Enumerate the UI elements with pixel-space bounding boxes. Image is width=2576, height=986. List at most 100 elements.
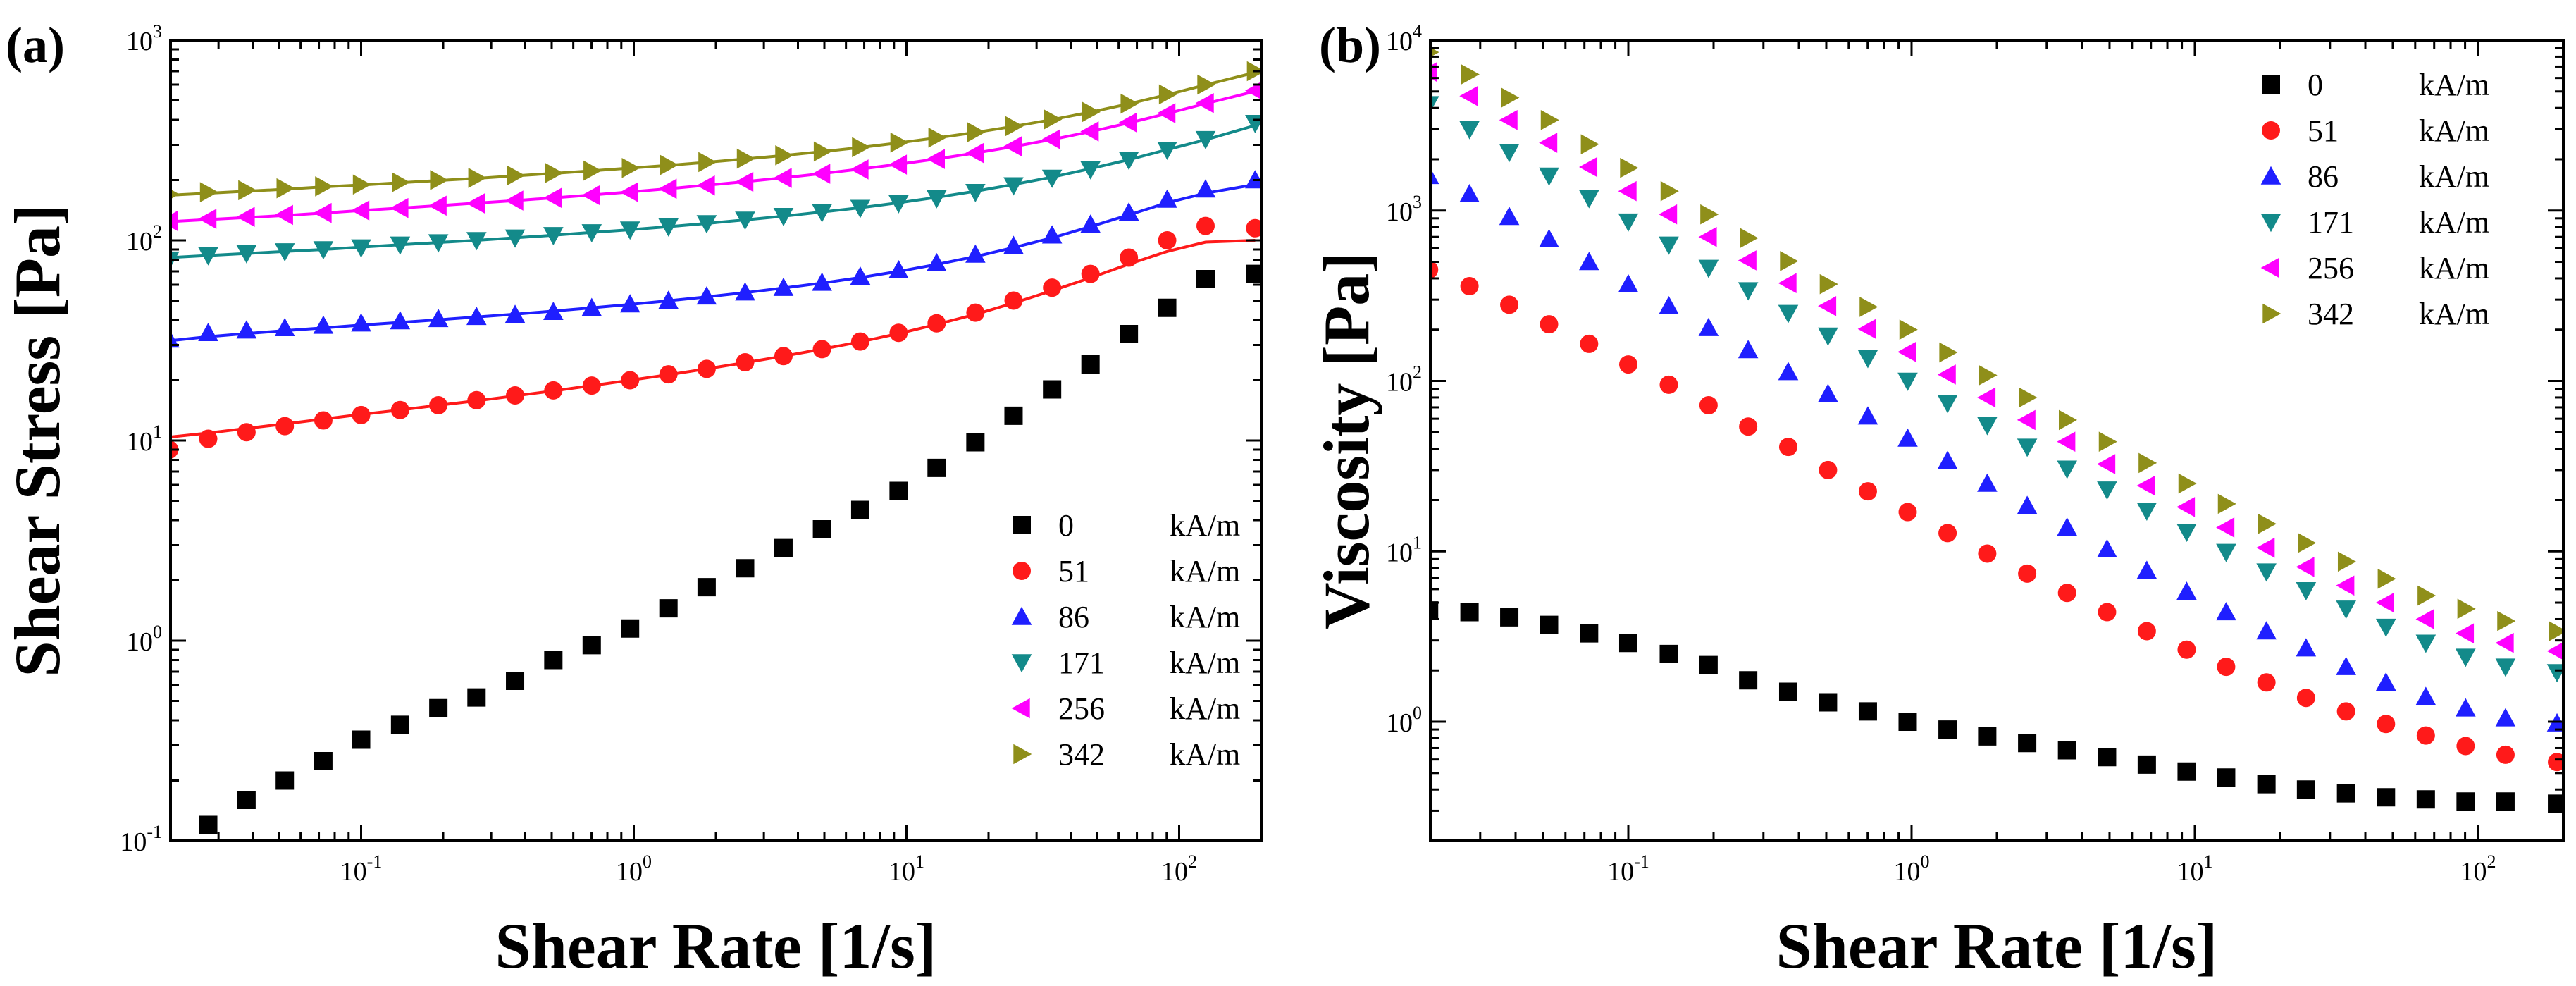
data-point bbox=[1195, 179, 1216, 198]
legend-value: 0 bbox=[1058, 508, 1074, 543]
y-tick-label-base: 10 bbox=[1386, 708, 1413, 738]
y-tick-label-exponent: 0 bbox=[1413, 703, 1422, 723]
data-point bbox=[171, 331, 180, 348]
data-point bbox=[1979, 365, 1998, 386]
data-point bbox=[2296, 581, 2317, 600]
data-point bbox=[2057, 741, 2076, 760]
legend-value: 86 bbox=[2308, 159, 2339, 194]
data-point bbox=[1859, 297, 1878, 317]
data-point bbox=[926, 252, 947, 271]
data-point bbox=[1937, 364, 1956, 385]
data-point bbox=[428, 195, 447, 216]
data-point bbox=[1081, 264, 1100, 283]
legend-unit: kA/m bbox=[1170, 646, 1240, 680]
data-point bbox=[1120, 93, 1139, 114]
legend-value: 171 bbox=[1058, 646, 1105, 680]
data-point bbox=[1739, 671, 1758, 690]
data-point bbox=[1157, 103, 1176, 123]
y-tick-label: 100 bbox=[1386, 703, 1422, 738]
data-point bbox=[313, 202, 332, 223]
y-tick-label: 103 bbox=[1386, 192, 1422, 227]
data-point bbox=[621, 619, 640, 638]
legend-unit: kA/m bbox=[2419, 205, 2489, 240]
y-tick-label: 100 bbox=[126, 622, 162, 657]
data-point bbox=[621, 371, 640, 390]
data-point bbox=[659, 599, 678, 618]
data-point bbox=[696, 286, 717, 305]
data-point bbox=[1041, 225, 1063, 244]
data-point bbox=[466, 232, 487, 251]
data-point bbox=[2176, 497, 2196, 517]
data-point bbox=[850, 159, 869, 180]
y-tick-label-base: 10 bbox=[120, 827, 147, 857]
data-point bbox=[736, 148, 755, 169]
data-point bbox=[352, 174, 371, 195]
data-point bbox=[543, 227, 564, 246]
data-point bbox=[1499, 207, 1520, 226]
data-point bbox=[428, 309, 449, 328]
data-point bbox=[1430, 47, 1439, 57]
panel-a-legend: 0 kA/m 51 kA/m 86 kA/m 171 kA/m 256 kA/m 342 kA/m bbox=[1011, 508, 1240, 772]
data-point bbox=[1618, 355, 1637, 374]
data-point bbox=[582, 376, 601, 395]
data-point bbox=[237, 423, 256, 442]
x-tick-label: 10-1 bbox=[340, 851, 383, 887]
data-point bbox=[2098, 603, 2117, 622]
data-point bbox=[1539, 133, 1558, 153]
legend-entry: 256 kA/m bbox=[1011, 691, 1240, 726]
data-point bbox=[1659, 236, 1679, 255]
data-point bbox=[2548, 794, 2563, 813]
data-point bbox=[275, 771, 295, 790]
legend-unit: kA/m bbox=[1170, 737, 1240, 772]
data-point bbox=[2415, 686, 2436, 705]
data-point bbox=[1579, 156, 1598, 178]
data-point bbox=[1778, 304, 1799, 323]
data-point bbox=[276, 178, 295, 199]
data-point bbox=[1080, 161, 1101, 180]
data-point bbox=[2057, 517, 2077, 536]
data-point bbox=[2336, 656, 2356, 675]
data-point bbox=[2375, 672, 2396, 691]
data-point bbox=[199, 429, 218, 448]
legend-unit: kA/m bbox=[1170, 691, 1240, 726]
data-point bbox=[1539, 228, 1559, 247]
data-point bbox=[428, 234, 449, 253]
panel-b-x-tick-labels: 10-1 100 101 102 bbox=[1607, 851, 2496, 887]
data-point bbox=[1195, 130, 1216, 149]
data-point bbox=[1003, 235, 1024, 254]
legend-value: 51 bbox=[1058, 554, 1089, 588]
data-point bbox=[965, 183, 986, 202]
data-point bbox=[1738, 250, 1757, 271]
legend-marker bbox=[1013, 562, 1031, 580]
series-0-kA-per-m bbox=[199, 264, 1261, 834]
data-point bbox=[2258, 513, 2277, 534]
data-point bbox=[1460, 603, 1479, 622]
data-point bbox=[2416, 726, 2435, 745]
data-point bbox=[1579, 252, 1599, 271]
data-point bbox=[1430, 96, 1439, 113]
data-point bbox=[659, 365, 678, 384]
data-point bbox=[581, 224, 602, 243]
data-point bbox=[966, 303, 985, 322]
data-point bbox=[2138, 452, 2157, 474]
series-171-kA-per-m bbox=[1430, 96, 2563, 683]
data-point bbox=[2017, 409, 2036, 431]
data-point bbox=[1197, 74, 1216, 95]
data-point bbox=[198, 247, 218, 266]
data-point bbox=[1659, 295, 1679, 314]
data-point bbox=[850, 500, 869, 519]
data-point bbox=[1041, 169, 1063, 188]
data-point bbox=[1459, 85, 1478, 106]
data-point bbox=[1196, 216, 1215, 235]
legend-marker bbox=[2262, 75, 2280, 94]
data-point bbox=[1499, 144, 1520, 163]
legend-entry: 171 kA/m bbox=[2260, 205, 2489, 240]
x-tick-label-base: 10 bbox=[340, 857, 367, 887]
data-point bbox=[1897, 428, 1918, 447]
data-point bbox=[1118, 112, 1137, 133]
data-point bbox=[774, 538, 793, 557]
data-point bbox=[390, 715, 409, 734]
data-point bbox=[2296, 780, 2315, 799]
legend-unit: kA/m bbox=[1170, 554, 1240, 588]
data-point bbox=[1978, 544, 1997, 563]
